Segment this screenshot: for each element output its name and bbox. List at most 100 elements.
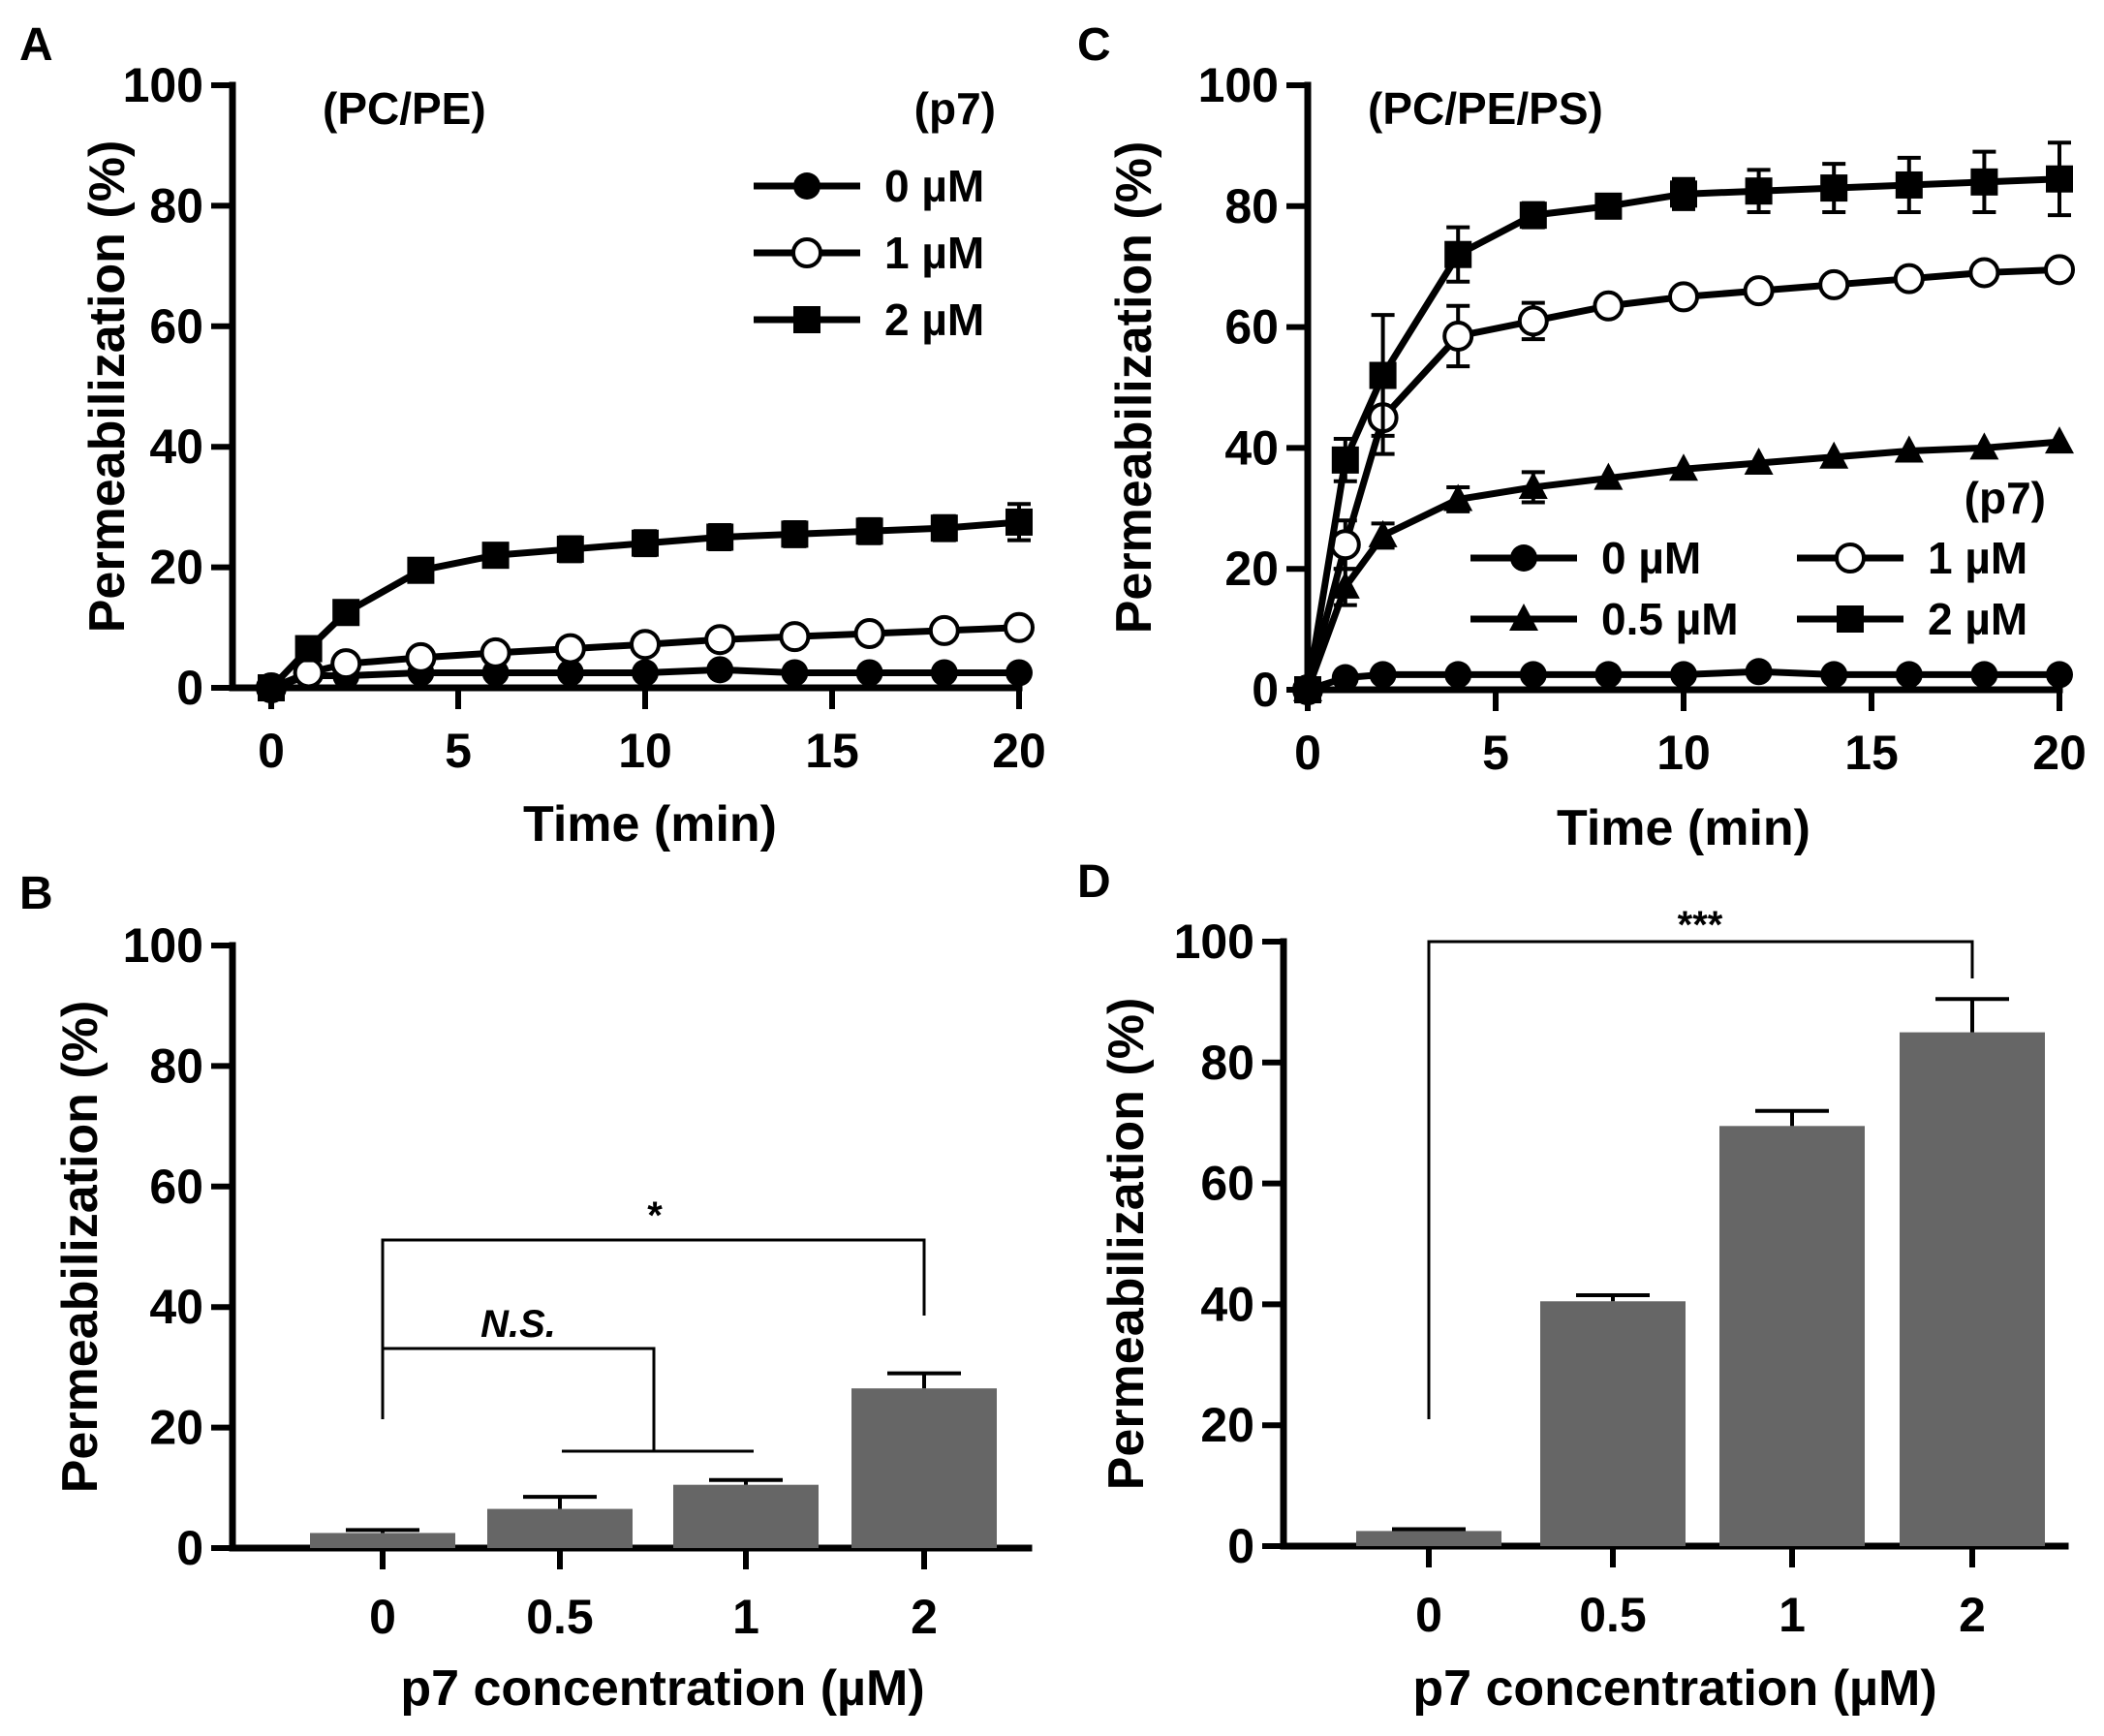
- panel-c-series-0M-point: [1331, 664, 1359, 692]
- panel-c-series-0M-point: [1745, 658, 1773, 686]
- panel-d-star-label: ***: [1678, 904, 1723, 946]
- panel-b-bar: [310, 1533, 455, 1548]
- panel-a-series-2M-point: [781, 520, 809, 548]
- panel-c-legend-item: 0 µM: [1470, 533, 1701, 583]
- panel-c: C 0 20 40 60 80 100 0 5 10 15 20 Permeabilization…: [1077, 19, 2087, 856]
- panel-a-series-0M-point: [930, 659, 958, 687]
- panel-a-series-0M-point: [781, 659, 809, 687]
- panel-a-y-tick-label: 80: [149, 178, 203, 232]
- panel-b-star-label: *: [647, 1194, 663, 1237]
- panel-c-series-0M-point: [1444, 661, 1472, 689]
- panel-d-bar: [1540, 1301, 1686, 1546]
- panel-b-x-tick-label: 2: [911, 1590, 938, 1644]
- panel-b-y-tick-label: 40: [149, 1280, 203, 1334]
- panel-c-y-tick-label: 80: [1224, 179, 1279, 233]
- panel-a-legend-item-marker: [793, 172, 820, 200]
- panel-c-legend-title: (p7): [1965, 473, 2046, 523]
- panel-c-series-0-5M-point: [1368, 519, 1398, 547]
- panel-a-legend-item: 1 µM: [754, 228, 984, 278]
- panel-c-x-label: Time (min): [1557, 800, 1810, 856]
- panel-a-series-1M-point: [480, 636, 511, 668]
- panel-c-series-1M-point: [1893, 263, 1925, 294]
- panel-a-legend-item-label: 2 µM: [884, 294, 984, 345]
- panel-c-series-0-5M-point: [1443, 483, 1473, 512]
- panel-b-label: B: [19, 868, 53, 919]
- panel-b-y-tick-label: 100: [123, 918, 203, 973]
- panel-b-star-bracket: [381, 1238, 926, 1419]
- panel-c-series-0M-point: [2046, 661, 2073, 689]
- panel-a-series-0M-point: [855, 659, 883, 687]
- panel-a-title: (PC/PE): [323, 83, 486, 134]
- panel-a-series-2M-point: [407, 556, 435, 584]
- panel-a-y-tick-label: 0: [176, 661, 203, 715]
- panel-c-series-0M-point: [1670, 661, 1697, 689]
- panel-c-x-tick-label: 20: [2032, 726, 2087, 780]
- panel-c-x-tick-label: 10: [1656, 726, 1711, 780]
- panel-a-series-0M-point: [556, 659, 584, 687]
- panel-b-bar: [487, 1508, 633, 1548]
- panel-b-x-tick-label: 0: [369, 1590, 396, 1644]
- panel-c-series-0M-point: [1895, 661, 1923, 689]
- panel-d-y-tick-label: 100: [1174, 914, 1254, 969]
- panel-a-series-2M: [258, 502, 1033, 701]
- panel-d-y-tick-label: 0: [1227, 1519, 1254, 1573]
- panel-c-y-label: Permeabilization (%): [1106, 141, 1162, 635]
- panel-c-legend-item: 2 µM: [1797, 594, 2027, 644]
- panel-c-series-2M-point: [1294, 676, 1321, 703]
- panel-c-legend-item-label: 0 µM: [1601, 533, 1701, 583]
- panel-c-x-tick-label: 0: [1294, 726, 1321, 780]
- panel-c-series-2M-point: [1895, 170, 1923, 199]
- panel-c-series-1M-point: [1968, 257, 2000, 289]
- panel-a-series-2M-point: [1006, 508, 1033, 536]
- panel-b-bar: [673, 1484, 819, 1548]
- panel-a-x-tick-label: 20: [992, 724, 1046, 778]
- panel-c-series-0-5M-point: [2045, 426, 2074, 454]
- panel-d-star-bracket: [1427, 940, 1974, 1419]
- panel-c-series-0-5M-point: [1518, 471, 1548, 499]
- panel-d-bar: [1719, 1126, 1865, 1546]
- panel-a: A 0 20 40 60 80 100 0 5 10 15 20 Permeabilization…: [19, 19, 1046, 852]
- panel-c-series-0M-point: [1369, 661, 1397, 689]
- panel-a-series-1M-point: [853, 618, 885, 650]
- panel-a-label: A: [19, 19, 53, 71]
- panel-c-series-0-5M-point: [1819, 441, 1849, 469]
- panel-b-ns-label: N.S.: [480, 1303, 556, 1346]
- panel-c-series-1M-point: [1743, 275, 1775, 307]
- panel-a-series-1M-point: [928, 614, 960, 646]
- panel-a-y-label: Permeabilization (%): [79, 140, 136, 634]
- panel-a-y-tick-label: 20: [149, 541, 203, 595]
- panel-d-y-label: Permeabilization (%): [1098, 998, 1155, 1491]
- panel-a-legend-item: 0 µM: [754, 161, 984, 211]
- panel-a-y-tick-label: 100: [123, 58, 203, 112]
- panel-a-legend: (p7) 0 µM 1 µM 2 µM: [754, 83, 996, 345]
- panel-a-x-tick-label: 15: [805, 724, 859, 778]
- panel-b-y-tick-label: 0: [176, 1521, 203, 1575]
- panel-a-legend-item-marker: [793, 306, 820, 333]
- panel-a-series-2M-point: [258, 674, 285, 701]
- panel-d-x-tick-label: 2: [1959, 1588, 1986, 1642]
- panel-a-legend-item-label: 1 µM: [884, 228, 984, 278]
- panel-d-label: D: [1077, 856, 1111, 908]
- panel-d-y-tick-label: 40: [1200, 1277, 1254, 1331]
- panel-b: B 0 20 40 60 80 100 0 0.5 1 2 Permeabilization (…: [19, 868, 1033, 1717]
- panel-c-series-1M-point: [1668, 281, 1699, 313]
- panel-c-legend: (p7) 0 µM 1 µM 0.5 µM 2 µM: [1470, 473, 2046, 644]
- panel-a-legend-item-label: 0 µM: [884, 161, 984, 211]
- panel-d-x-label: p7 concentration (µM): [1412, 1660, 1936, 1717]
- panel-c-legend-item-marker: [1837, 605, 1864, 633]
- panel-c-label: C: [1077, 19, 1111, 71]
- panel-b-y-label: Permeabilization (%): [52, 1001, 108, 1494]
- panel-c-series-2M-point: [1444, 240, 1472, 268]
- panel-a-series-2M-point: [855, 517, 883, 545]
- panel-c-title: (PC/PE/PS): [1368, 83, 1603, 134]
- panel-c-series-0-5M: [1293, 426, 2074, 701]
- panel-a-legend-item-marker: [791, 237, 822, 268]
- panel-b-y-tick-label: 80: [149, 1038, 203, 1093]
- panel-c-series-0-5M-point: [1669, 453, 1698, 481]
- panel-a-series-1M-point: [554, 633, 586, 665]
- panel-c-series-1M-point: [2044, 254, 2075, 286]
- panel-c-x-tick-label: 15: [1844, 726, 1899, 780]
- panel-d-bar: [1356, 1531, 1501, 1546]
- panel-c-series-2M-point: [1331, 446, 1359, 474]
